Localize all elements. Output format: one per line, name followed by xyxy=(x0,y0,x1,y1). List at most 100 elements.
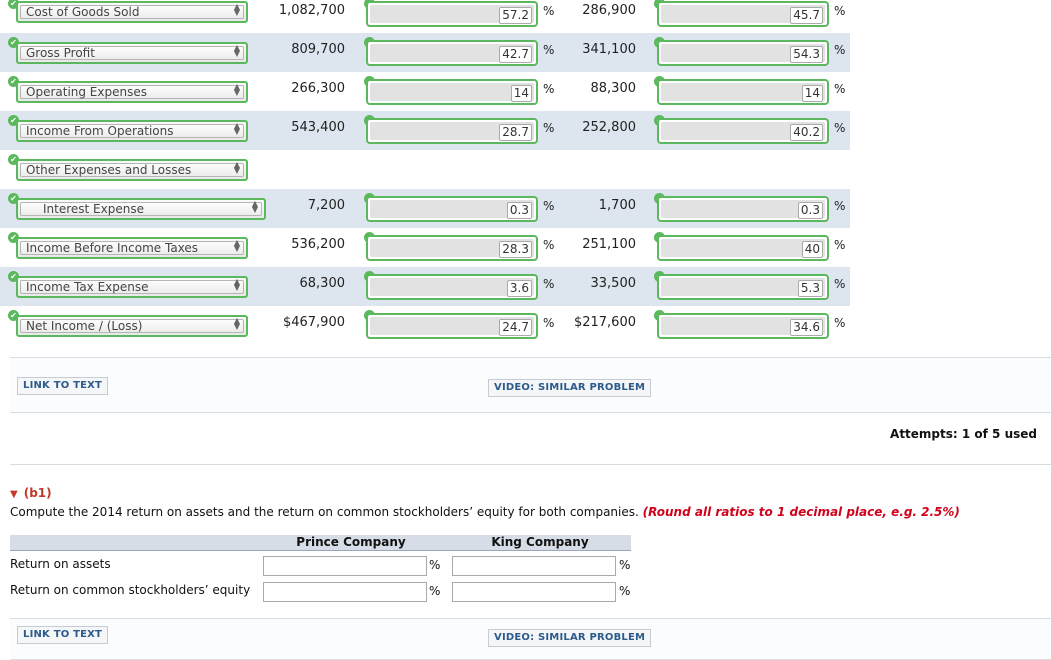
account-select[interactable]: Interest Expense ▲ ▼ xyxy=(16,198,266,220)
prince-percent-input[interactable]: 0.3 xyxy=(366,196,538,222)
account-select[interactable]: Net Income / (Loss) ▲ ▼ xyxy=(16,315,248,337)
king-percent-input[interactable]: 40.2 xyxy=(657,118,829,144)
account-select[interactable]: Cost of Goods Sold ▲ ▼ xyxy=(16,1,248,23)
percent-sign: % xyxy=(834,4,846,18)
king-percent-input[interactable]: 34.6 xyxy=(657,313,829,339)
link-to-text-button[interactable]: LINK TO TEXT xyxy=(17,626,109,644)
account-select[interactable]: Income From Operations ▲ ▼ xyxy=(16,120,248,142)
percent-sign: % xyxy=(834,43,846,57)
account-select[interactable]: Income Tax Expense ▲ ▼ xyxy=(16,276,248,298)
statement-row-interest-expense: ✔ Interest Expense ▲▼ 7,200 ✔ 0.3 % 1,70… xyxy=(0,189,850,228)
prince-percent-input[interactable]: 14 xyxy=(366,79,538,105)
king-amount: 286,900 xyxy=(582,3,636,18)
king-amount: 252,800 xyxy=(582,120,636,135)
king-amount: 1,700 xyxy=(598,198,636,213)
percent-sign: % xyxy=(619,584,631,598)
percent-sign: % xyxy=(429,558,441,572)
select-arrows-icon: ▲ ▼ xyxy=(233,238,240,253)
check-icon: ✔ xyxy=(8,76,19,87)
column-header-king: King Company xyxy=(491,535,589,549)
row-label-return-on-equity: Return on common stockholders’ equity xyxy=(10,583,251,597)
king-percent-input[interactable]: 0.3 xyxy=(657,196,829,222)
collapse-triangle-icon: ▼ xyxy=(10,489,18,500)
percent-sign: % xyxy=(619,558,631,572)
resource-links-bar-b1: LINK TO TEXT VIDEO: SIMILAR PROBLEM xyxy=(10,618,1051,660)
account-select[interactable]: Income Before Income Taxes ▲ ▼ xyxy=(16,237,248,259)
percent-sign: % xyxy=(543,82,555,96)
percent-sign: % xyxy=(834,199,846,213)
account-select[interactable]: Other Expenses and Losses ▲ ▼ xyxy=(16,159,248,181)
prince-percent-input[interactable]: 28.3 xyxy=(366,235,538,261)
check-icon: ✔ xyxy=(8,193,19,204)
king-return-on-equity-input[interactable] xyxy=(452,582,616,602)
percent-sign: % xyxy=(834,316,846,330)
prince-amount: 1,082,700 xyxy=(278,3,345,18)
prince-percent-input[interactable]: 28.7 xyxy=(366,118,538,144)
king-percent-input[interactable]: 54.3 xyxy=(657,40,829,66)
check-icon: ✔ xyxy=(8,154,19,165)
rounding-note: (Round all ratios to 1 decimal place, e.… xyxy=(642,505,960,519)
check-icon: ✔ xyxy=(8,310,19,321)
statement-row-operating-expenses: ✔ Operating Expenses ▲▼ 266,300 ✔ 14 % 8… xyxy=(0,72,850,111)
king-percent-input[interactable]: 40 xyxy=(657,235,829,261)
prince-amount: 68,300 xyxy=(299,276,346,291)
section-divider xyxy=(10,464,1051,465)
percent-sign: % xyxy=(543,4,555,18)
account-select[interactable]: Operating Expenses ▲ ▼ xyxy=(16,81,248,103)
select-arrows-icon: ▲ ▼ xyxy=(251,199,258,214)
check-icon: ✔ xyxy=(8,115,19,126)
prince-amount: 809,700 xyxy=(291,42,345,57)
statement-row-income-before-income-taxes: ✔ Income Before Income Taxes ▲ ▼ 536,200 … xyxy=(0,228,850,267)
prince-return-on-equity-input[interactable] xyxy=(263,582,427,602)
select-arrows-icon: ▲ ▼ xyxy=(233,2,240,17)
king-percent-input[interactable]: 14 xyxy=(657,79,829,105)
check-icon: ✔ xyxy=(8,37,19,48)
prince-percent-input[interactable]: 3.6 xyxy=(366,274,538,300)
prince-percent-input[interactable]: 24.7 xyxy=(366,313,538,339)
check-icon: ✔ xyxy=(8,271,19,282)
statement-row-gross-profit: ✔ Gross Profit ▲▼ 809,700 ✔ 42.7 % 341,1… xyxy=(0,33,850,72)
prince-return-on-assets-input[interactable] xyxy=(263,556,427,576)
prince-amount: 266,300 xyxy=(291,81,345,96)
percent-sign: % xyxy=(543,277,555,291)
percent-sign: % xyxy=(543,199,555,213)
percent-sign: % xyxy=(543,238,555,252)
link-to-text-button[interactable]: LINK TO TEXT xyxy=(17,377,109,395)
king-amount: 341,100 xyxy=(582,42,636,57)
resource-links-bar: LINK TO TEXT VIDEO: SIMILAR PROBLEM xyxy=(10,357,1051,413)
column-header-prince: Prince Company xyxy=(296,535,406,549)
king-percent-input[interactable]: 5.3 xyxy=(657,274,829,300)
attempts-counter: Attempts: 1 of 5 used xyxy=(890,427,1037,441)
row-label-return-on-assets: Return on assets xyxy=(10,557,111,571)
percent-sign: % xyxy=(543,43,555,57)
statement-row-other-expenses-and-losses: ✔ Other Expenses and Losses ▲ ▼ xyxy=(0,150,850,189)
video-similar-problem-button[interactable]: VIDEO: SIMILAR PROBLEM xyxy=(488,629,652,647)
ratio-table-header: Prince Company King Company xyxy=(10,535,631,551)
statement-row-income-from-operations: ✔ Income From Operations ▲▼ 543,400 ✔ 28… xyxy=(0,111,850,150)
check-icon: ✔ xyxy=(8,0,19,9)
king-amount: 88,300 xyxy=(590,81,637,96)
statement-row-income-tax-expense: ✔ Income Tax Expense ▲▼ 68,300 ✔ 3.6 % 3… xyxy=(0,267,850,306)
select-arrows-icon: ▲ ▼ xyxy=(233,43,240,58)
select-arrows-icon: ▲ ▼ xyxy=(233,316,240,331)
select-arrows-icon: ▲ ▼ xyxy=(233,121,240,136)
statement-row-net-income: ✔ Net Income / (Loss) ▲▼ $467,900 ✔ 24.7… xyxy=(0,306,850,345)
prince-percent-input[interactable]: 57.2 xyxy=(366,1,538,27)
percent-sign: % xyxy=(543,121,555,135)
king-amount: 33,500 xyxy=(590,276,637,291)
percent-sign: % xyxy=(429,584,441,598)
king-return-on-assets-input[interactable] xyxy=(452,556,616,576)
percent-sign: % xyxy=(834,82,846,96)
prince-amount: $467,900 xyxy=(282,315,345,330)
percent-sign: % xyxy=(543,316,555,330)
king-percent-input[interactable]: 45.7 xyxy=(657,1,829,27)
statement-row-cost-of-goods-sold: ✔ Cost of Goods Sold ▲▼ 1,082,700 ✔ 57.2… xyxy=(0,0,850,33)
select-arrows-icon: ▲ ▼ xyxy=(233,277,240,292)
king-amount: 251,100 xyxy=(582,237,636,252)
prince-amount: 536,200 xyxy=(291,237,345,252)
percent-sign: % xyxy=(834,238,846,252)
prince-percent-input[interactable]: 42.7 xyxy=(366,40,538,66)
part-b1-header[interactable]: ▼ (b1) xyxy=(10,486,52,500)
video-similar-problem-button[interactable]: VIDEO: SIMILAR PROBLEM xyxy=(488,379,652,397)
account-select[interactable]: Gross Profit ▲ ▼ xyxy=(16,42,248,64)
